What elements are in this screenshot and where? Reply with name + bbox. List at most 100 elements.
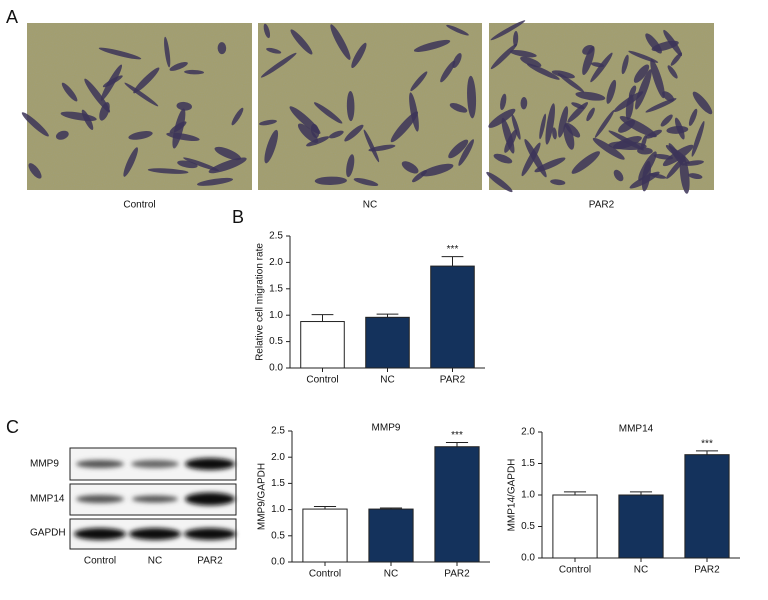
cell (550, 179, 566, 186)
cell (520, 56, 542, 68)
cell (500, 93, 507, 111)
image-caption: NC (363, 200, 377, 211)
blot-row-label: GAPDH (30, 528, 66, 539)
y-tick-label: 0.5 (521, 521, 535, 532)
cell (290, 29, 313, 55)
cell (98, 47, 142, 60)
cell (582, 45, 594, 55)
cell (635, 69, 652, 110)
cell (653, 154, 673, 160)
y-tick-label: 2.0 (269, 257, 283, 268)
cell (467, 75, 477, 119)
y-tick-label: 1.0 (269, 310, 283, 321)
cell (410, 71, 428, 92)
cell (539, 113, 547, 140)
cell (413, 39, 451, 52)
cell (446, 24, 469, 36)
cell (567, 102, 589, 123)
blot-lane-label: PAR2 (197, 556, 223, 567)
cell (663, 29, 683, 57)
cell (184, 69, 205, 75)
x-tick-label: Control (559, 565, 591, 576)
y-tick-label: 0.5 (271, 530, 285, 541)
y-axis-label: MMP14/GAPDH (507, 459, 518, 532)
cell (628, 85, 637, 99)
significance-label: *** (447, 244, 459, 255)
cell (545, 103, 555, 145)
cell (606, 79, 617, 104)
cell (330, 24, 351, 60)
cell (60, 111, 97, 122)
chart-title: MMP9 (372, 423, 401, 434)
cell (169, 61, 188, 71)
cell (650, 59, 665, 99)
cell (458, 139, 474, 166)
y-tick-label: 1.0 (521, 490, 535, 501)
cell (633, 64, 650, 83)
cell (563, 123, 575, 150)
cell (61, 82, 78, 102)
x-tick-label: NC (384, 569, 398, 580)
cell (84, 78, 111, 113)
cell (172, 108, 186, 149)
cell (551, 70, 575, 79)
y-axis-label: MMP9/GAPDH (257, 463, 268, 530)
cell (511, 114, 521, 140)
bar (684, 454, 730, 559)
x-tick-label: NC (634, 565, 648, 576)
cell (231, 107, 244, 126)
cell (264, 129, 279, 164)
cell (420, 163, 454, 177)
chart-title: MMP14 (619, 424, 654, 435)
cell (124, 82, 159, 107)
cell (448, 139, 469, 159)
cell (440, 60, 456, 83)
cell (351, 42, 367, 69)
x-tick-label: PAR2 (440, 375, 466, 386)
cell (526, 63, 560, 80)
cell (660, 114, 673, 127)
bar (434, 446, 480, 563)
bar (368, 508, 414, 563)
cell (662, 91, 675, 102)
cell (289, 106, 321, 135)
cell (493, 153, 513, 164)
cell (409, 92, 419, 132)
cell (217, 42, 227, 55)
cell (679, 155, 690, 194)
cell (552, 127, 557, 140)
cell (513, 31, 519, 47)
micrograph-texture (258, 23, 482, 190)
cell (594, 109, 615, 138)
cell (313, 102, 343, 124)
blot-lane-label: NC (148, 556, 162, 567)
blot-row-label: MMP9 (30, 459, 59, 470)
y-tick-label: 1.0 (271, 504, 285, 515)
cell (123, 147, 138, 177)
cell (590, 52, 613, 83)
cell (128, 131, 153, 140)
x-tick-label: PAR2 (694, 565, 720, 576)
cell (449, 103, 468, 113)
y-tick-label: 1.5 (271, 478, 285, 489)
bar (302, 508, 348, 563)
cell (582, 46, 595, 75)
bar (552, 494, 598, 559)
cell (176, 101, 192, 111)
cell (564, 122, 581, 138)
cell (486, 171, 513, 193)
blot-lane-label: Control (84, 556, 116, 567)
cell (488, 108, 516, 128)
cell (164, 36, 171, 68)
cell (353, 178, 379, 187)
cell (328, 130, 344, 139)
x-tick-label: PAR2 (444, 569, 470, 580)
y-tick-label: 0.0 (271, 557, 285, 568)
cell (504, 129, 518, 153)
y-tick-label: 2.0 (271, 452, 285, 463)
image-caption: Control (123, 200, 155, 211)
bar (430, 265, 475, 369)
cell (509, 50, 537, 58)
